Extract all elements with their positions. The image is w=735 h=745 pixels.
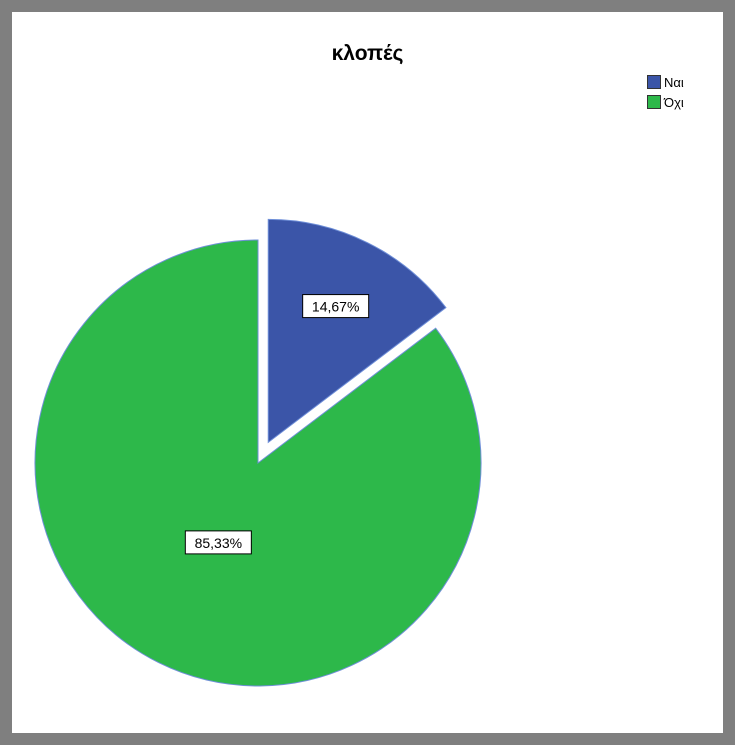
chart-legend: Ναι Όχι [647, 72, 684, 112]
legend-label-ochi: Όχι [664, 94, 684, 110]
data-label-box-nai [302, 294, 370, 319]
data-label-nai: 14,67% [302, 294, 370, 319]
pie-slice-nai [267, 218, 447, 444]
legend-item-ochi: Όχι [647, 92, 684, 112]
data-label-text-nai: 14,67% [312, 299, 359, 315]
data-label-text-ochi: 85,33% [195, 535, 242, 551]
pie-slice-ochi [34, 239, 482, 687]
legend-swatch-ochi [647, 95, 661, 109]
chart-title: κλοπές [331, 42, 404, 65]
legend-item-nai: Ναι [647, 72, 684, 92]
data-label-box-ochi [184, 530, 252, 555]
legend-swatch-nai [647, 75, 661, 89]
data-label-ochi: 85,33% [184, 530, 252, 555]
legend-label-nai: Ναι [664, 74, 684, 90]
